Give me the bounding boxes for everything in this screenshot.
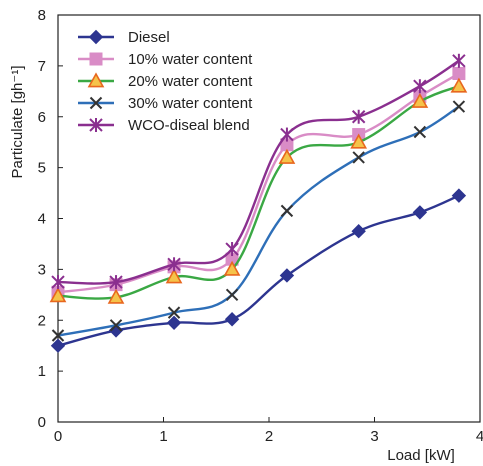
marker-stroke (167, 306, 181, 319)
y-tick-label: 0 (38, 414, 46, 431)
series-line (57, 59, 460, 285)
legend-label: Diesel (128, 29, 170, 46)
data-point (350, 133, 368, 149)
y-tick-label: 4 (38, 211, 46, 228)
legend-label: WCO-diseal blend (128, 117, 250, 134)
plot-area (57, 14, 481, 423)
data-point (109, 275, 123, 290)
data-point (452, 53, 466, 68)
data-point (413, 79, 427, 94)
legend-entry: 20% water content (78, 72, 253, 90)
data-point (452, 100, 466, 113)
legend-marker (89, 118, 103, 132)
y-tick-label: 7 (38, 58, 46, 75)
data-point (51, 329, 65, 342)
data-point (165, 268, 183, 284)
series-line (57, 85, 460, 300)
data-point (166, 315, 182, 331)
data-point (49, 287, 67, 303)
series-layer (49, 53, 468, 353)
data-point (352, 151, 365, 164)
marker-stroke (452, 100, 466, 113)
data-point (351, 224, 366, 239)
data-point (280, 204, 294, 218)
marker-stroke (413, 125, 427, 139)
legend-entry: WCO-diseal blend (78, 117, 250, 134)
marker-stroke (352, 151, 365, 164)
data-point (280, 127, 294, 142)
x-tick-label: 3 (370, 428, 378, 445)
data-point (411, 92, 429, 108)
legend-label: 30% water content (128, 95, 253, 112)
x-axis-label: Load [kW] (387, 447, 455, 464)
marker-stroke (280, 204, 294, 218)
y-tick-label: 1 (38, 363, 46, 380)
legend-marker (87, 72, 105, 88)
data-point (279, 268, 295, 283)
series-line (57, 194, 460, 347)
y-tick-label: 5 (38, 160, 46, 177)
data-point (413, 125, 427, 139)
y-tick-label: 6 (38, 109, 46, 126)
legend-marker (89, 52, 103, 66)
legend-marker (88, 29, 104, 45)
data-point (50, 338, 66, 353)
legend: Diesel 10% water content 20% water content… (78, 29, 253, 134)
marker-stroke (225, 288, 239, 302)
data-point (51, 275, 65, 290)
data-point (450, 77, 468, 93)
data-point (107, 288, 125, 304)
legend-entry: 10% water content (78, 51, 253, 68)
marker-stroke (109, 319, 123, 332)
y-tick-label: 3 (38, 261, 46, 278)
marker-stroke (51, 329, 65, 342)
legend-entry: 30% water content (78, 95, 253, 112)
marker-stroke (89, 96, 103, 110)
legend-label: 10% water content (128, 51, 253, 68)
x-tick-label: 0 (54, 428, 62, 445)
series-4 (51, 53, 466, 290)
series-2 (49, 77, 468, 304)
y-tick-label: 8 (38, 7, 46, 24)
y-axis-label: Particulate [gh⁻¹] (9, 66, 26, 179)
data-point (451, 188, 467, 203)
legend-marker (89, 96, 103, 110)
legend-label: 20% water content (128, 73, 253, 90)
data-point (167, 257, 181, 272)
series-line (57, 72, 460, 294)
data-point (225, 242, 239, 257)
axis-ticks: 0 1 2 3 4 5 6 7 8 0 1 2 3 4 (38, 7, 483, 445)
series-line (57, 105, 460, 337)
y-tick-label: 2 (38, 312, 46, 329)
series-3 (51, 100, 466, 342)
x-tick-label: 2 (265, 428, 273, 445)
legend-entry: Diesel (78, 29, 170, 46)
data-point (167, 306, 181, 319)
data-point (224, 312, 240, 327)
data-point (109, 319, 123, 332)
data-point (412, 205, 428, 220)
data-point (278, 148, 296, 164)
x-tick-label: 1 (159, 428, 167, 445)
data-point (223, 260, 241, 276)
data-point (225, 288, 239, 302)
x-tick-label: 4 (476, 428, 483, 445)
data-point (351, 109, 366, 124)
